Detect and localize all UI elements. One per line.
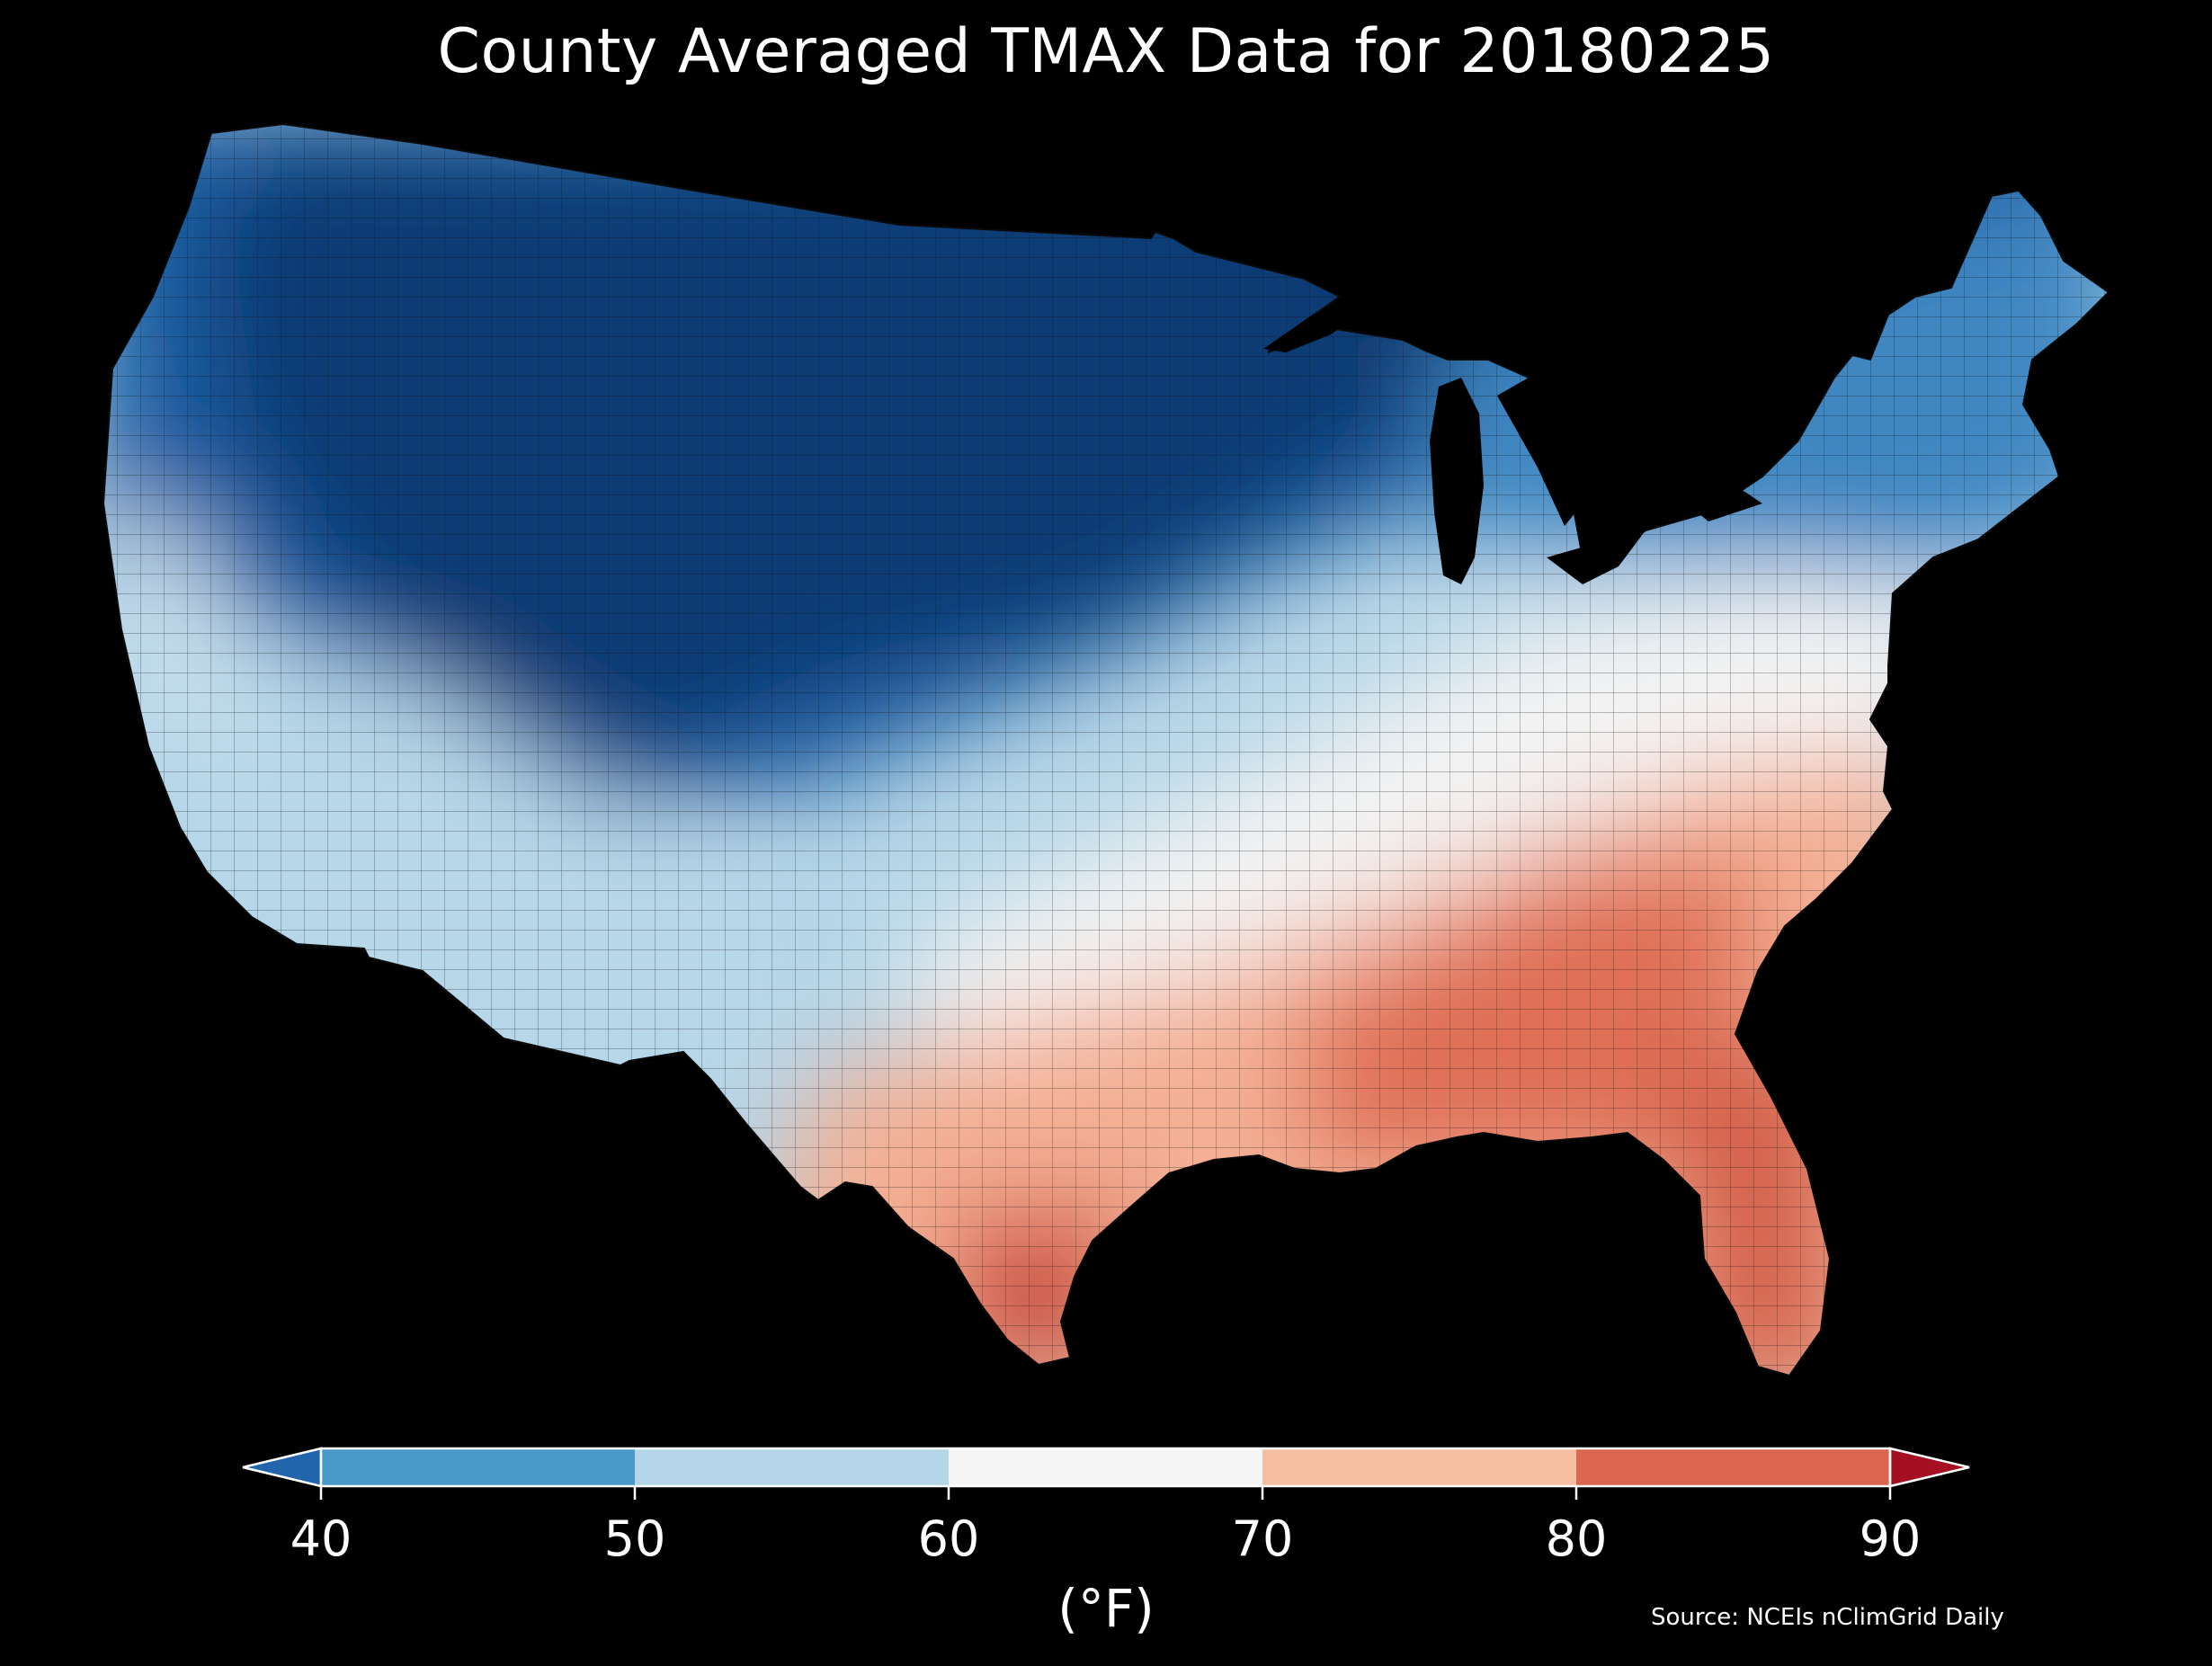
colorbar-bin-50-60 — [635, 1448, 949, 1486]
colorbar-tick-50: 50 — [603, 1510, 666, 1567]
map-title: County Averaged TMAX Data for 20180225 — [437, 16, 1775, 87]
colorbar — [242, 1447, 1970, 1500]
colorbar-unit-label: (°F) — [1057, 1578, 1155, 1639]
colorbar-bin-80-90 — [1576, 1448, 1890, 1486]
colorbar-tick-80: 80 — [1545, 1510, 1608, 1567]
colorbar-bin-70-80 — [1262, 1448, 1576, 1486]
colorbar-bin-40-50 — [321, 1448, 635, 1486]
colorbar-tick-40: 40 — [290, 1510, 352, 1567]
colorbar-tick-70: 70 — [1231, 1510, 1294, 1567]
colorbar-tick-60: 60 — [917, 1510, 980, 1567]
great-lakes — [1263, 274, 1762, 584]
source-credit: Source: NCEIs nClimGrid Daily — [1651, 1604, 2004, 1631]
temperature-field — [103, 124, 2109, 1376]
colorbar-bin-60-70 — [949, 1448, 1262, 1486]
colorbar-extend-high — [1888, 1447, 1970, 1488]
colorbar-tick-90: 90 — [1859, 1510, 1922, 1567]
colorbar-extend-low — [242, 1447, 323, 1488]
